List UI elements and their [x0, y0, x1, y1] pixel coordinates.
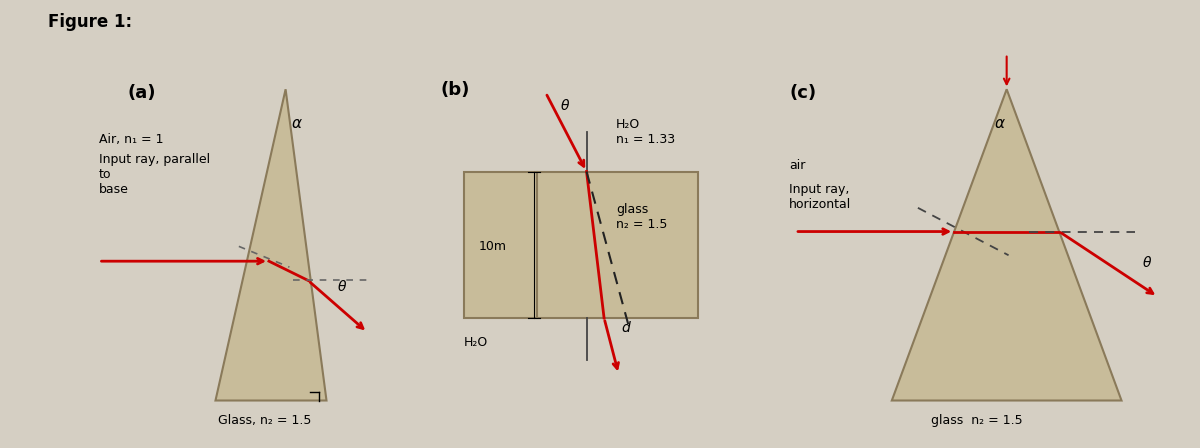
Text: d: d: [622, 321, 630, 335]
Text: θ: θ: [560, 99, 569, 112]
Text: glass
n₂ = 1.5: glass n₂ = 1.5: [616, 203, 667, 231]
Polygon shape: [216, 89, 326, 401]
Text: α: α: [995, 116, 1004, 131]
Text: θ: θ: [338, 280, 347, 294]
Text: H₂O: H₂O: [464, 336, 488, 349]
Text: (c): (c): [790, 84, 816, 102]
Text: 10m: 10m: [479, 241, 508, 254]
FancyBboxPatch shape: [464, 172, 697, 318]
Text: Input ray,
horizontal: Input ray, horizontal: [790, 183, 851, 211]
Text: Input ray, parallel
to
base: Input ray, parallel to base: [98, 153, 210, 196]
Text: glass  n₂ = 1.5: glass n₂ = 1.5: [931, 414, 1022, 427]
Text: α: α: [292, 116, 301, 131]
Text: Air, n₁ = 1: Air, n₁ = 1: [98, 133, 163, 146]
Text: θ: θ: [1142, 256, 1151, 270]
Text: (a): (a): [128, 84, 156, 102]
Text: (b): (b): [440, 82, 470, 99]
Text: Glass, n₂ = 1.5: Glass, n₂ = 1.5: [218, 414, 312, 427]
Text: air: air: [790, 159, 805, 172]
Text: Figure 1:: Figure 1:: [48, 13, 132, 31]
Polygon shape: [892, 89, 1122, 401]
Text: H₂O
n₁ = 1.33: H₂O n₁ = 1.33: [616, 118, 674, 146]
